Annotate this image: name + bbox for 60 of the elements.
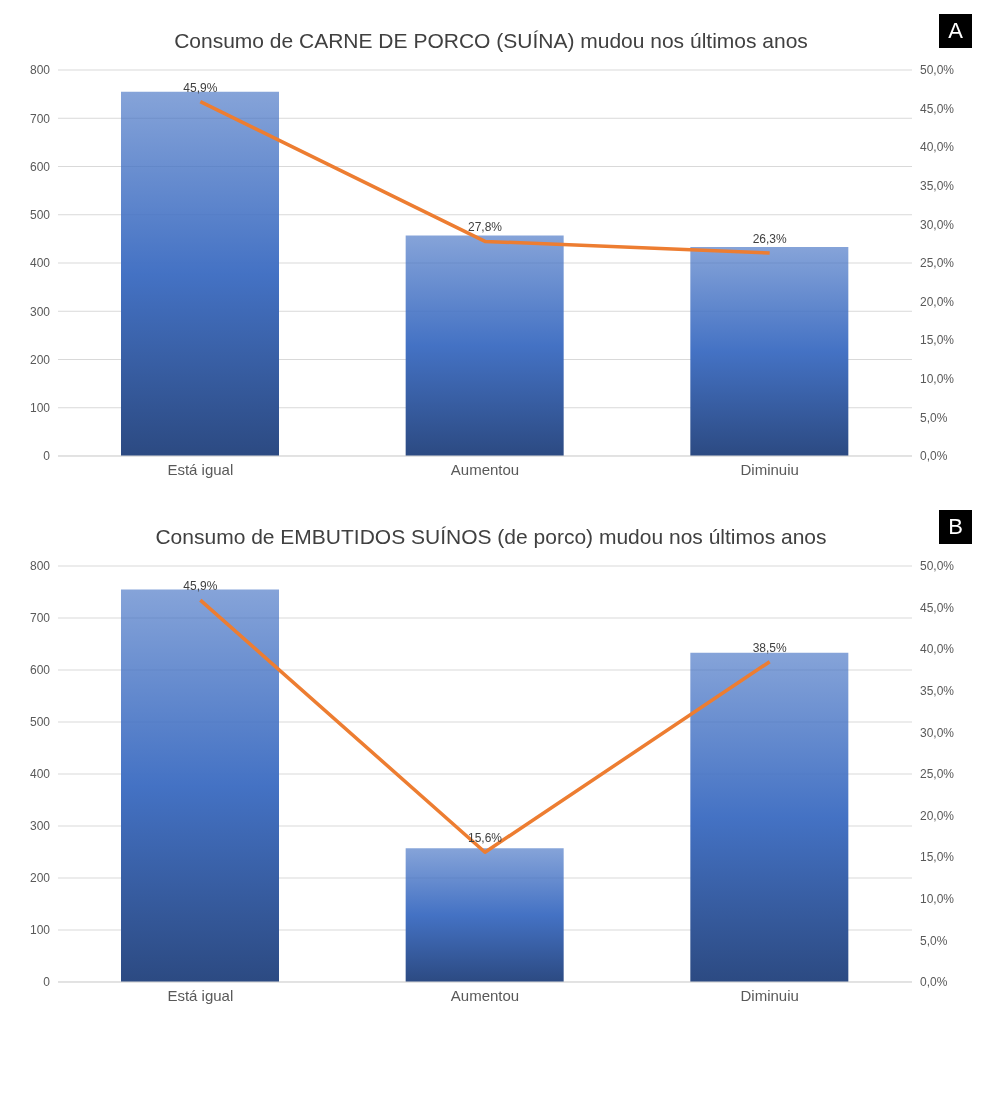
y-tick-label: 500 [29, 208, 51, 223]
bar [690, 247, 849, 456]
y-tick-label: 0 [43, 975, 51, 990]
y-tick-label: 800 [29, 559, 51, 574]
data-label: 45,9% [183, 579, 218, 594]
bar [405, 848, 564, 982]
y2-tick-label: 20,0% [920, 294, 955, 309]
y-tick-label: 100 [29, 923, 51, 938]
y2-tick-label: 5,0% [920, 410, 948, 425]
y2-tick-label: 45,0% [920, 101, 955, 116]
y-tick-label: 300 [29, 304, 51, 319]
text: B [939, 510, 972, 544]
x-tick-label: Aumentou [450, 460, 520, 478]
y2-tick-label: 40,0% [920, 140, 955, 155]
data-label: 38,5% [752, 640, 788, 655]
y-tick-label: 400 [29, 256, 51, 271]
y2-tick-label: 45,0% [920, 600, 955, 615]
x-tick-label: Está igual [167, 460, 234, 478]
bar [690, 652, 849, 982]
y-tick-label: 300 [29, 819, 51, 834]
chart-title: Consumo de CARNE DE PORCO (SUÍNA) mudou nos últimos anos [173, 28, 809, 54]
y2-tick-label: 30,0% [920, 725, 955, 740]
y2-tick-label: 0,0% [920, 449, 948, 464]
y-tick-label: 600 [29, 663, 51, 678]
y2-tick-label: 25,0% [920, 256, 955, 271]
chart-title: Consumo de EMBUTIDOS SUÍNOS (de porco) mudou nos últimos anos [154, 524, 828, 550]
x-tick-label: Diminuiu [740, 986, 799, 1004]
data-label: 27,8% [467, 220, 503, 235]
y-tick-label: 200 [29, 871, 51, 886]
data-label: 15,6% [467, 831, 503, 846]
bar [405, 235, 564, 456]
y2-tick-label: 20,0% [920, 808, 955, 823]
data-label: 26,3% [752, 231, 788, 246]
y2-tick-label: 15,0% [920, 333, 955, 348]
y-tick-label: 800 [29, 63, 51, 78]
y-tick-label: 600 [29, 159, 51, 174]
y-tick-label: 200 [29, 352, 51, 367]
y-tick-label: 400 [29, 767, 51, 782]
y-tick-label: 500 [29, 715, 51, 730]
y2-tick-label: 30,0% [920, 217, 955, 232]
y-tick-label: 700 [29, 111, 51, 126]
y-tick-label: 0 [43, 449, 51, 464]
y2-tick-label: 10,0% [920, 892, 955, 907]
y2-tick-label: 15,0% [920, 850, 955, 865]
y2-tick-label: 40,0% [920, 642, 955, 657]
y2-tick-label: 0,0% [920, 975, 948, 990]
y2-tick-label: 50,0% [920, 63, 955, 78]
y2-tick-label: 35,0% [920, 179, 955, 194]
x-tick-label: Está igual [167, 986, 234, 1004]
y-tick-label: 700 [29, 611, 51, 626]
x-tick-label: Aumentou [450, 986, 520, 1004]
text: A [939, 14, 972, 48]
y2-tick-label: 50,0% [920, 559, 955, 574]
data-label: 45,9% [183, 80, 218, 95]
y2-tick-label: 35,0% [920, 684, 955, 699]
y2-tick-label: 10,0% [920, 372, 955, 387]
y-tick-label: 100 [29, 401, 51, 416]
x-tick-label: Diminuiu [740, 460, 799, 478]
y2-tick-label: 5,0% [920, 933, 948, 948]
y2-tick-label: 25,0% [920, 767, 955, 782]
